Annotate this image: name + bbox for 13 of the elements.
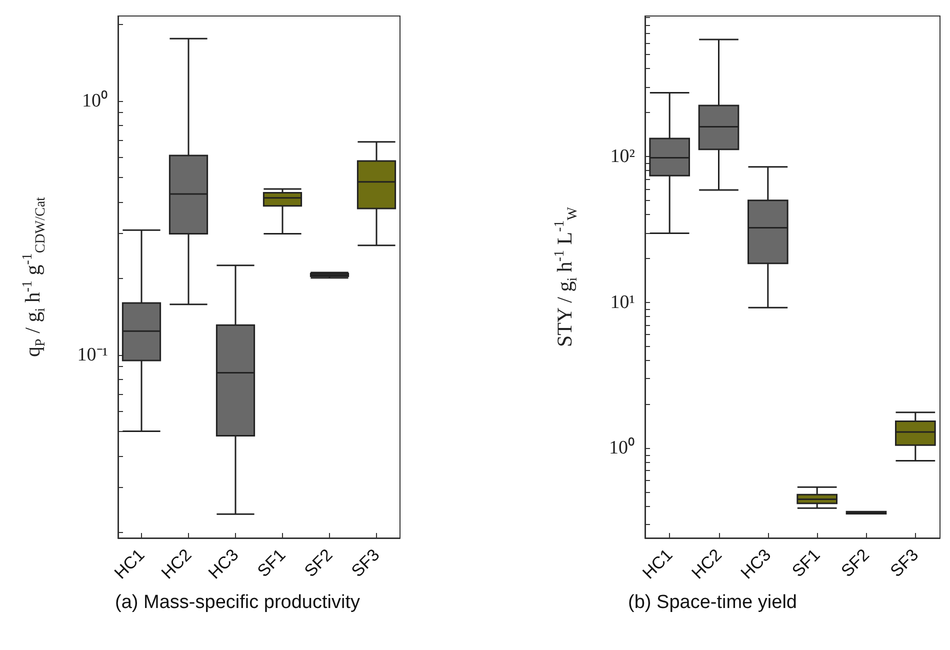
x-tick-label: SF1 <box>788 545 824 581</box>
x-tick-label: SF3 <box>348 545 384 581</box>
y-tick-label: 10⁻¹ <box>77 344 108 366</box>
x-tick-label: SF3 <box>886 545 922 581</box>
y-tick-label: 10² <box>610 146 636 168</box>
y-tick-label: 10¹ <box>610 292 636 313</box>
text: (b) Space-time yield <box>628 592 797 613</box>
text: (a) Mass-specific productivity <box>115 592 360 613</box>
y-tick-label: 10⁰ <box>82 89 108 112</box>
y-tick-label: 10⁰ <box>609 436 635 459</box>
x-tick-label: SF2 <box>838 545 873 581</box>
x-tick-label: SF1 <box>254 545 290 581</box>
x-tick-label: SF2 <box>300 545 336 581</box>
